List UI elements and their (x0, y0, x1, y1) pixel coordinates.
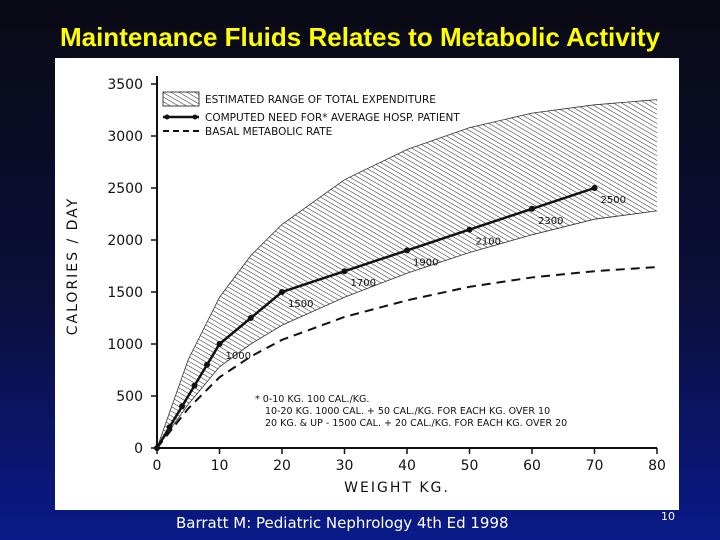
y-tick-label: 3500 (107, 77, 143, 93)
page-number: 10 (661, 510, 675, 523)
x-tick-label: 80 (648, 458, 666, 474)
computed-need-point (166, 424, 173, 431)
legend-swatch-band (162, 91, 200, 107)
computed-need-point (191, 382, 198, 389)
x-tick-label: 30 (336, 458, 354, 474)
y-tick-label: 1500 (107, 285, 143, 301)
data-label: 1900 (413, 257, 438, 268)
computed-need-point (341, 268, 348, 275)
computed-need-point (404, 247, 410, 254)
chart-figure: 0 500 1000 1500 2000 2500 3000 3500 0 10 20 30 40 50 6… (55, 58, 679, 510)
data-label: 1500 (288, 299, 313, 310)
x-tick-label: 10 (211, 458, 229, 474)
basal-metabolic-rate-line (156, 266, 658, 449)
computed-need-point (279, 289, 285, 295)
x-tick-label: 0 (153, 458, 162, 474)
computed-need-point (179, 403, 185, 410)
y-tick-label: 0 (134, 441, 143, 457)
data-label: 2300 (538, 216, 563, 227)
computed-need-point (529, 205, 535, 212)
y-tick-label: 2500 (107, 181, 143, 197)
y-tick-label: 2000 (107, 233, 143, 249)
legend-label-computed: COMPUTED NEED FOR* AVERAGE HOSP. PATIENT (205, 112, 460, 124)
computed-need-point (591, 185, 598, 191)
slide-title: Maintenance Fluids Relates to Metabolic … (59, 22, 661, 52)
x-tick-label: 60 (523, 458, 541, 474)
legend-label-basal: BASAL METABOLIC RATE (205, 126, 332, 138)
data-label: 1700 (351, 278, 376, 289)
computed-need-point (247, 315, 254, 321)
computed-need-point (204, 361, 210, 368)
calories-chart: 0 500 1000 1500 2000 2500 3000 3500 0 10 20 30 40 50 6… (65, 76, 666, 496)
x-tick-label: 70 (586, 458, 604, 474)
data-label: 2500 (601, 195, 626, 206)
computed-need-point (466, 226, 473, 233)
data-label: 2100 (476, 237, 501, 248)
citation: Barratt M: Pediatric Nephrology 4th Ed 1… (176, 514, 509, 532)
computed-need-point (154, 445, 160, 451)
band-lower-edge (156, 210, 658, 449)
y-tick-label: 500 (116, 389, 143, 405)
data-label: 1000 (226, 351, 251, 362)
footnote-line: 20 KG. & UP - 1500 CAL. + 20 CAL./KG. FO… (265, 418, 567, 429)
y-tick-label: 3000 (107, 129, 143, 145)
x-tick-label: 20 (273, 458, 291, 474)
x-tick-label: 50 (461, 458, 479, 474)
legend-dot (164, 114, 170, 120)
y-axis-label: CALORIES / DAY (65, 197, 81, 335)
y-tick-label: 1000 (107, 337, 143, 353)
footnote-line: * 0-10 KG. 100 CAL./KG. (255, 394, 369, 405)
footnote-line: 10-20 KG. 1000 CAL. + 50 CAL./KG. FOR EA… (265, 406, 550, 417)
band-upper-edge (156, 99, 658, 449)
expenditure-range-band (157, 99, 657, 448)
computed-need-point (216, 341, 223, 347)
x-tick-label: 40 (398, 458, 416, 474)
legend-dot (192, 114, 198, 120)
x-axis-label: WEIGHT KG. (344, 480, 450, 496)
legend-label-band: ESTIMATED RANGE OF TOTAL EXPENDITURE (205, 94, 436, 106)
